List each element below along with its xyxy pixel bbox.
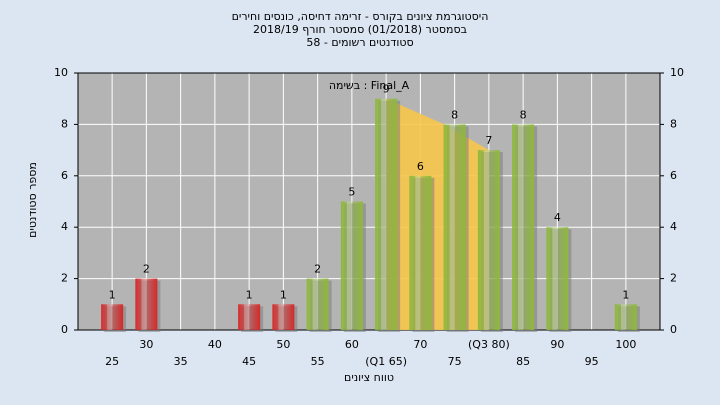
data-label: 6 [417, 160, 424, 173]
x-tick-label: 40 [208, 338, 222, 351]
x-axis-label: טווח ציונים [344, 371, 394, 384]
y2-tick-label: 8 [670, 117, 677, 130]
bar [340, 201, 363, 330]
x-tick-label: (Q1 65) [365, 355, 407, 368]
chart-subtitle: סטודנטים רשומים - 58 [306, 36, 413, 49]
bars: 1 2 1 1 2 5 9 6 8 7 8 4 1 [101, 83, 640, 333]
y2-tick-label: 0 [670, 323, 677, 336]
bar [409, 175, 432, 330]
data-label: 2 [143, 263, 150, 276]
bar [477, 150, 500, 330]
y-tick-label: 10 [54, 66, 68, 79]
bar [306, 278, 329, 330]
bar [546, 227, 569, 330]
x-tick-label: 70 [413, 338, 427, 351]
x-tick-label: 50 [276, 338, 290, 351]
bar [614, 304, 637, 330]
x-tick-label: (Q3 80) [468, 338, 510, 351]
y2-tick-label: 10 [670, 66, 684, 79]
x-tick-label: 45 [242, 355, 256, 368]
y-tick-label: 0 [61, 323, 68, 336]
y2-tick-label: 2 [670, 272, 677, 285]
bar-shine [449, 124, 455, 331]
y-tick-label: 4 [61, 220, 68, 233]
bar [135, 278, 158, 330]
data-label: 2 [314, 263, 321, 276]
data-label: 1 [280, 288, 287, 301]
x-tick-label: 85 [516, 355, 530, 368]
chart-subtitle: בסמסטר (01/2018) סמסטר חורף 2018/19 [253, 23, 467, 36]
x-tick-label: 90 [550, 338, 564, 351]
y-tick-label: 6 [61, 169, 68, 182]
y2-tick-label: 4 [670, 220, 677, 233]
data-label: 1 [246, 288, 253, 301]
data-label: 1 [622, 288, 629, 301]
x-tick-label: 35 [174, 355, 188, 368]
x-tick-label: 25 [105, 355, 119, 368]
bar [101, 304, 124, 330]
bar-shine [483, 150, 489, 330]
bar-shine [107, 304, 113, 330]
x-tick-label: 55 [311, 355, 325, 368]
bar-shine [620, 304, 626, 330]
bar-shine [381, 98, 387, 330]
y-axis-label: מספר סטודנטים [26, 162, 39, 238]
bar [375, 98, 398, 330]
y-tick-label: 8 [61, 117, 68, 130]
chart-title: היסטוגרמת ציונים בקורס - זרימה דחיסה, כו… [232, 10, 489, 23]
bar-shine [141, 278, 147, 330]
y2-tick-label: 6 [670, 169, 677, 182]
bar [238, 304, 261, 330]
y-tick-label: 2 [61, 272, 68, 285]
bar-shine [244, 304, 250, 330]
data-label: 1 [109, 288, 116, 301]
bar-shine [552, 227, 558, 330]
data-label: 9 [383, 83, 390, 96]
x-tick-label: 100 [615, 338, 636, 351]
x-tick-label: 95 [585, 355, 599, 368]
bar-shine [278, 304, 284, 330]
data-label: 7 [485, 134, 492, 147]
bar-shine [415, 175, 421, 330]
grid: 0 2 4 6 8 10 0 2 4 6 8 10 [54, 66, 684, 336]
plot-area [78, 73, 660, 330]
data-label: 4 [554, 211, 561, 224]
bar-shine [312, 278, 318, 330]
data-label: 8 [451, 108, 458, 121]
annotation: בשימה : Final_A [329, 79, 410, 92]
x-tick-label: 30 [139, 338, 153, 351]
bar [443, 124, 466, 331]
plot-frame [77, 72, 661, 331]
data-label: 5 [348, 186, 355, 199]
bar [272, 304, 295, 330]
bar [512, 124, 535, 331]
x-tick-label: 60 [345, 338, 359, 351]
data-label: 8 [520, 108, 527, 121]
x-tick-label: 75 [448, 355, 462, 368]
bar-shine [346, 201, 352, 330]
bar-shine [518, 124, 524, 331]
